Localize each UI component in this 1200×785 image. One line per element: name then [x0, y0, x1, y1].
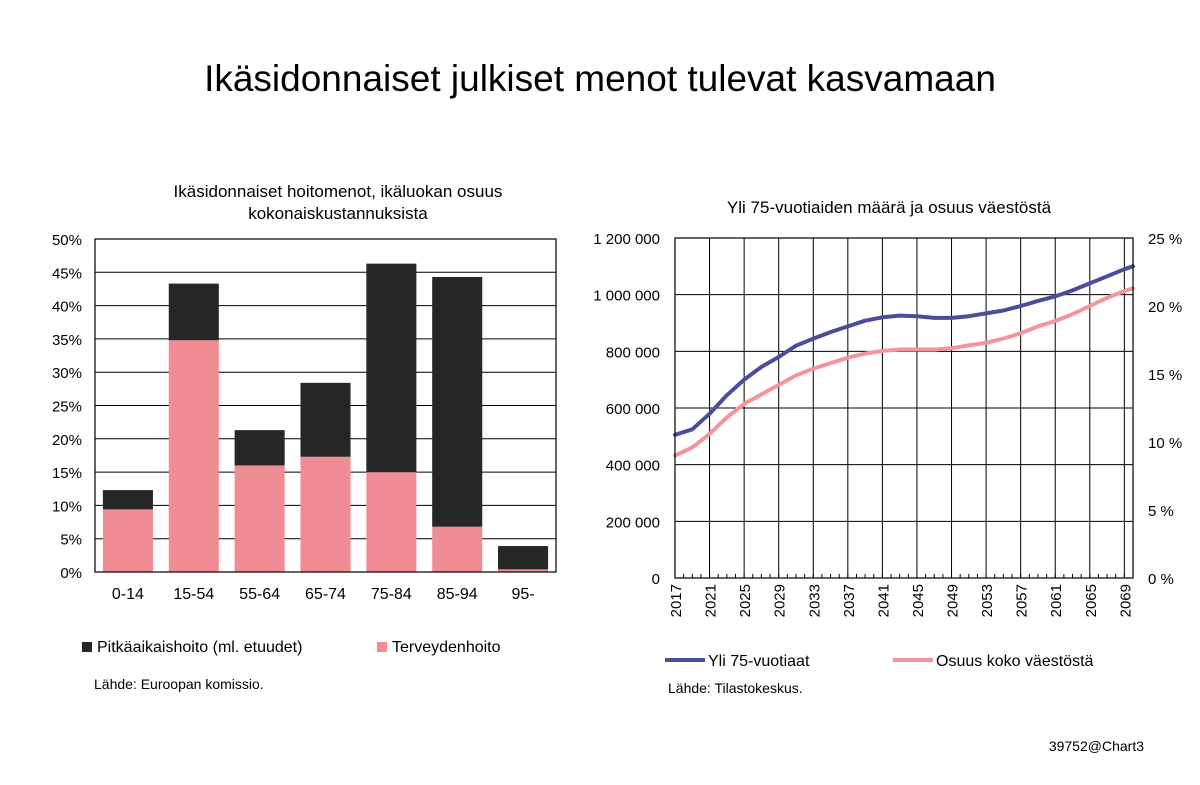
line-left-tick-label: 1 200 000 [593, 231, 660, 248]
line-x-tick-label: 2049 [945, 584, 962, 617]
line-grid [674, 237, 1134, 579]
legend-label-pitkaaikaishoito: Pitkäaikaishoito (ml. etuudet) [97, 639, 302, 656]
bar-segment [498, 546, 549, 570]
line-x-tick-label: 2053 [979, 584, 996, 617]
line-x-tick-label: 2061 [1048, 584, 1065, 617]
bar-segment [432, 276, 483, 527]
bar-y-tick-label: 0% [60, 565, 82, 582]
bar-y-tick-label: 10% [52, 498, 82, 515]
line-right-tick-label: 5 % [1148, 503, 1174, 520]
page-title: Ikäsidonnaiset julkiset menot tulevat ka… [204, 58, 996, 99]
line-chart-source: Lähde: Tilastokeskus. [668, 680, 803, 696]
line-x-tick-label: 2065 [1083, 584, 1100, 617]
line-x-axis: 2017 2021 2025 2029 2033 2037 2041 2045 2049 2053… [668, 584, 1134, 617]
bar-segment [432, 526, 483, 572]
line-series-yli75 [673, 264, 1135, 437]
chart-id: 39752@Chart3 [1048, 738, 1144, 754]
line-x-tick-label: 2033 [806, 584, 823, 617]
bar-segment [102, 509, 153, 572]
line-left-tick-label: 600 000 [606, 401, 660, 418]
line-left-tick-label: 0 [652, 571, 660, 588]
bar-x-axis: 0-14 15-54 55-64 65-74 75-84 85-94 95- [112, 586, 535, 603]
line-series [673, 264, 1135, 458]
bar-segment [234, 465, 285, 572]
bar-x-tick-label: 15-54 [173, 586, 214, 603]
line-x-tick-label: 2041 [875, 584, 892, 617]
bar-segment [498, 569, 549, 572]
bar-x-tick-label: 55-64 [239, 586, 280, 603]
bar-x-tick-label: 95- [512, 586, 535, 603]
line-chart: Yli 75-vuotiaiden määrä ja osuus väestös… [593, 198, 1182, 670]
bar-y-tick-label: 25% [52, 399, 82, 416]
bar-segment [300, 456, 351, 572]
line-right-tick-label: 25 % [1148, 231, 1182, 248]
line-left-tick-label: 1 000 000 [593, 288, 660, 305]
bar-segment [102, 490, 153, 510]
line-x-tick-label: 2017 [668, 584, 685, 617]
legend-swatch-pitkaaikaishoito [82, 642, 92, 652]
line-x-tick-label: 2025 [737, 584, 754, 617]
bar-segment [234, 430, 285, 466]
bar-segment [168, 283, 219, 341]
legend-label-terveydenhoito: Terveydenhoito [392, 639, 501, 656]
line-left-axis: 0 200 000 400 000 600 000 800 000 1 000 000 1 … [593, 231, 660, 588]
line-x-tick-label: 2057 [1014, 584, 1031, 617]
bar-y-tick-label: 20% [52, 432, 82, 449]
bar-y-tick-label: 5% [60, 532, 82, 549]
bar-y-axis: 0% 5% 10% 15% 20% 25% 30% 35% 40% 45% 50% [52, 232, 82, 582]
line-x-tick-label: 2069 [1117, 584, 1134, 617]
bar-plot-frame [94, 238, 557, 573]
bar-y-tick-label: 30% [52, 365, 82, 382]
line-right-tick-label: 20 % [1148, 299, 1182, 316]
line-legend: Yli 75-vuotiaat Osuus koko väestöstä [665, 653, 1094, 670]
bar-segment [366, 472, 417, 572]
bar-y-tick-label: 45% [52, 265, 82, 282]
bar-x-tick-label: 65-74 [305, 586, 346, 603]
bar-segment [168, 340, 219, 572]
line-x-tick-label: 2045 [910, 584, 927, 617]
bar-y-tick-label: 15% [52, 465, 82, 482]
bar-legend: Pitkäaikaishoito (ml. etuudet) Terveyden… [82, 639, 501, 656]
bar-chart: Ikäsidonnaiset hoitomenot, ikäluokan osu… [52, 182, 557, 656]
legend-label-osuus: Osuus koko väestöstä [936, 653, 1094, 670]
bar-x-tick-label: 0-14 [112, 586, 144, 603]
bar-bars [102, 263, 549, 572]
line-plot-frame [674, 237, 1134, 579]
bar-segment [300, 382, 351, 457]
line-left-tick-label: 400 000 [606, 458, 660, 475]
line-x-tick-label: 2037 [841, 584, 858, 617]
bar-chart-title-line-2: kokonaiskustannuksista [248, 204, 428, 223]
bar-y-tick-label: 50% [52, 232, 82, 249]
bar-chart-source: Lähde: Euroopan komissio. [94, 676, 264, 692]
line-right-tick-label: 0 % [1148, 571, 1174, 588]
line-right-tick-label: 15 % [1148, 367, 1182, 384]
line-series-osuus [673, 286, 1135, 458]
legend-label-yli75: Yli 75-vuotiaat [708, 653, 810, 670]
line-right-tick-label: 10 % [1148, 435, 1182, 452]
bar-x-tick-label: 85-94 [437, 586, 478, 603]
bar-y-tick-label: 40% [52, 299, 82, 316]
bar-y-tick-label: 35% [52, 332, 82, 349]
line-left-tick-label: 200 000 [606, 514, 660, 531]
bar-chart-title-line-1: Ikäsidonnaiset hoitomenot, ikäluokan osu… [174, 182, 503, 201]
line-x-tick-label: 2029 [772, 584, 789, 617]
line-right-axis: 0 % 5 % 10 % 15 % 20 % 25 % [1148, 231, 1182, 588]
line-left-tick-label: 800 000 [606, 344, 660, 361]
line-x-tick-label: 2021 [703, 584, 720, 617]
legend-swatch-terveydenhoito [377, 642, 387, 652]
line-chart-title: Yli 75-vuotiaiden määrä ja osuus väestös… [727, 198, 1052, 217]
bar-x-tick-label: 75-84 [371, 586, 412, 603]
bar-segment [366, 263, 417, 473]
